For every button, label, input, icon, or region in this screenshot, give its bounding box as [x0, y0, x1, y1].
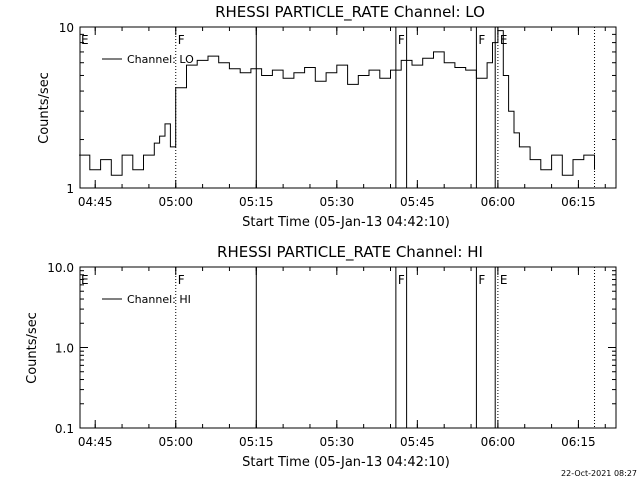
lo-x-tick-label: 05:00	[158, 195, 193, 209]
lo-x-tick-label: 04:45	[78, 195, 113, 209]
hi-channel-panel: RHESSI PARTICLE_RATE Channel: HI 04:45 05…	[25, 243, 617, 470]
lo-x-tick-label: 06:15	[561, 195, 596, 209]
lo-chart-title: RHESSI PARTICLE_RATE Channel: LO	[215, 3, 485, 22]
hi-flag-label: F	[478, 273, 485, 287]
lo-flag-label: F	[478, 33, 485, 47]
hi-y-tick-label: 10.0	[47, 261, 74, 275]
hi-chart-title: RHESSI PARTICLE_RATE Channel: HI	[217, 243, 483, 262]
hi-y-tick-label: 1.0	[55, 342, 74, 356]
hi-x-tick-label: 05:30	[320, 435, 355, 449]
hi-flag-label: E	[81, 273, 89, 287]
hi-y-axis-label: Counts/sec	[25, 312, 40, 384]
hi-flag-label: E	[500, 273, 508, 287]
hi-x-tick-label: 04:45	[78, 435, 113, 449]
hi-x-tick-label: 06:00	[481, 435, 516, 449]
lo-x-axis-label: Start Time (05-Jan-13 04:42:10)	[242, 215, 450, 230]
lo-x-tick-label: 06:00	[481, 195, 516, 209]
hi-x-tick-label: 05:15	[239, 435, 274, 449]
lo-y-tick-label: 10	[59, 21, 74, 35]
lo-x-tick-label: 05:30	[320, 195, 355, 209]
hi-legend-label: Channel: HI	[127, 293, 191, 306]
lo-x-tick-label: 05:15	[239, 195, 274, 209]
lo-y-tick-label: 1	[66, 182, 74, 196]
lo-flag-label: E	[81, 33, 89, 47]
lo-y-axis-label: Counts/sec	[37, 72, 52, 144]
hi-y-tick-label: 0.1	[55, 422, 74, 436]
lo-channel-panel: RHESSI PARTICLE_RATE Channel: LO 04:45 05…	[37, 3, 617, 230]
footer-timestamp: 22-Oct-2021 08:27	[561, 469, 637, 478]
lo-legend-label: Channel: LO	[127, 53, 194, 66]
hi-flag-label: F	[398, 273, 405, 287]
hi-x-tick-label: 05:45	[400, 435, 435, 449]
hi-x-tick-label: 05:00	[158, 435, 193, 449]
hi-x-tick-label: 06:15	[561, 435, 596, 449]
lo-x-tick-label: 05:45	[400, 195, 435, 209]
lo-series-line	[79, 30, 595, 176]
lo-plot-frame	[79, 26, 617, 189]
lo-flag-label: F	[398, 33, 405, 47]
hi-flag-label: F	[178, 273, 185, 287]
hi-x-axis-label: Start Time (05-Jan-13 04:42:10)	[242, 455, 450, 470]
lo-flag-label: F	[178, 33, 185, 47]
